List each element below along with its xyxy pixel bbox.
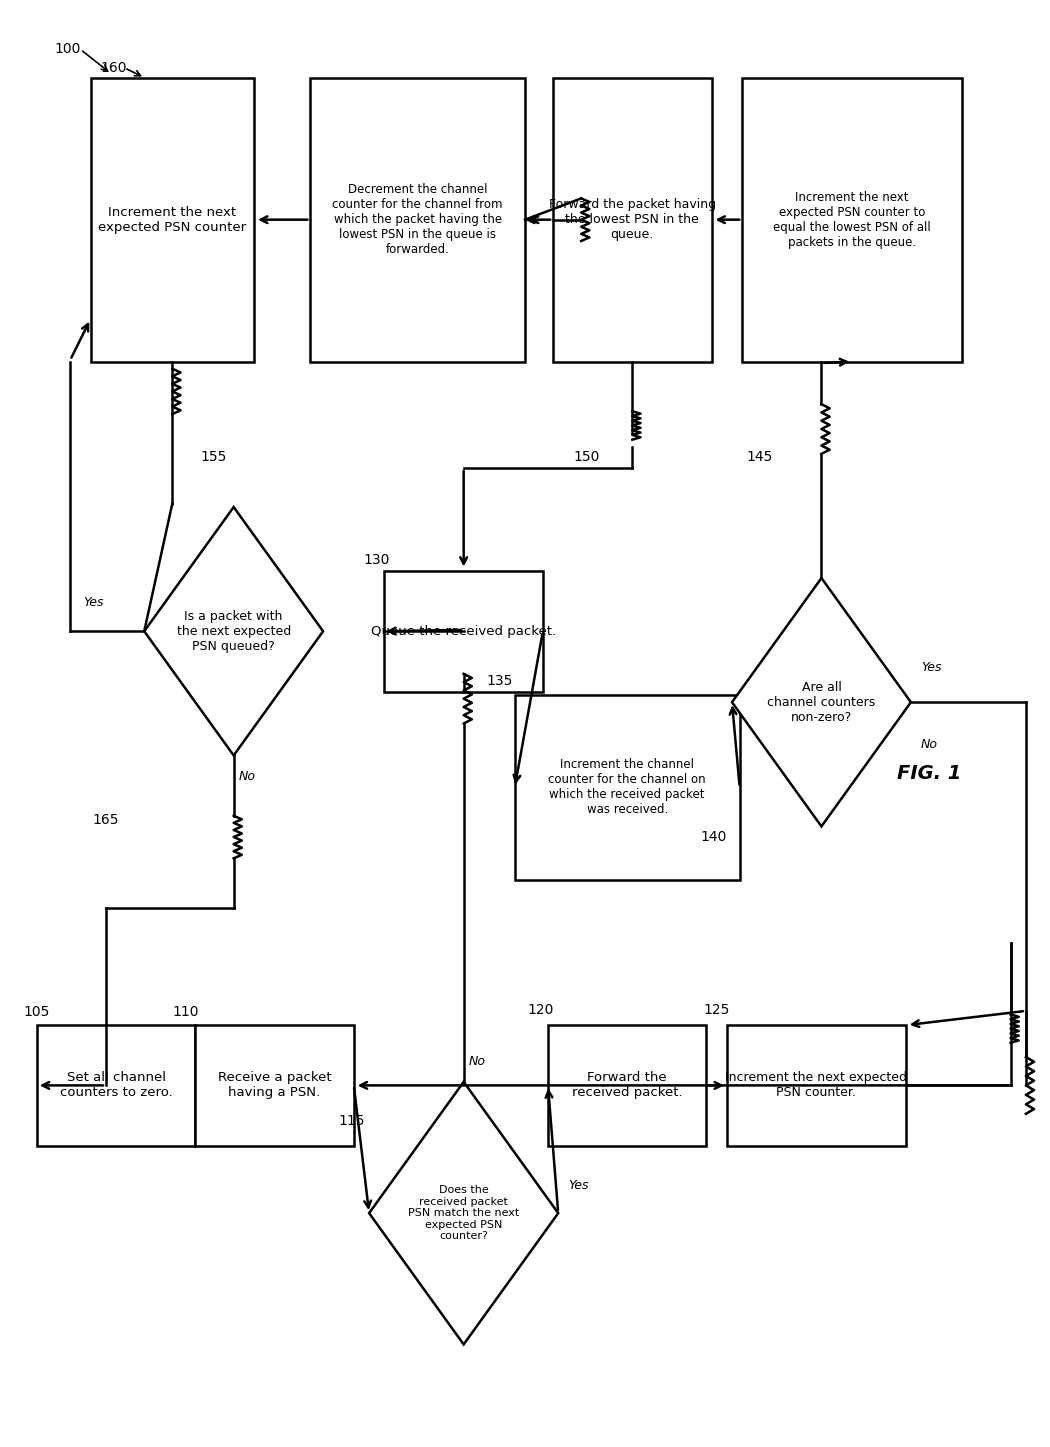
Polygon shape [144, 506, 323, 755]
Text: Increment the next
expected PSN counter: Increment the next expected PSN counter [99, 205, 247, 233]
Text: 140: 140 [701, 831, 728, 844]
Text: 165: 165 [92, 813, 119, 828]
Text: Queue the received packet.: Queue the received packet. [371, 625, 556, 638]
Text: Are all
channel counters
non-zero?: Are all channel counters non-zero? [768, 680, 876, 724]
Text: 115: 115 [338, 1114, 364, 1127]
Text: 160: 160 [101, 61, 127, 75]
FancyBboxPatch shape [311, 78, 525, 362]
Polygon shape [370, 1082, 559, 1344]
Text: 135: 135 [486, 674, 512, 687]
Text: Yes: Yes [83, 596, 103, 609]
Text: 145: 145 [747, 450, 773, 463]
FancyBboxPatch shape [727, 1024, 906, 1146]
Text: 130: 130 [363, 553, 390, 567]
Text: Increment the next expected
PSN counter.: Increment the next expected PSN counter. [726, 1071, 907, 1100]
Text: 105: 105 [23, 1004, 49, 1019]
Text: Increment the next
expected PSN counter to
equal the lowest PSN of all
packets i: Increment the next expected PSN counter … [773, 191, 931, 249]
Text: 100: 100 [55, 42, 81, 56]
Text: No: No [921, 738, 938, 751]
Text: Yes: Yes [568, 1179, 589, 1192]
Text: No: No [468, 1055, 486, 1068]
Text: Forward the
received packet.: Forward the received packet. [572, 1071, 682, 1100]
Text: Forward the packet having
the lowest PSN in the
queue.: Forward the packet having the lowest PSN… [549, 198, 716, 242]
Text: 120: 120 [527, 1003, 553, 1017]
Text: 155: 155 [201, 450, 227, 463]
Text: No: No [238, 770, 256, 783]
FancyBboxPatch shape [90, 78, 254, 362]
FancyBboxPatch shape [384, 572, 543, 692]
FancyBboxPatch shape [195, 1024, 354, 1146]
FancyBboxPatch shape [742, 78, 962, 362]
Text: FIG. 1: FIG. 1 [897, 764, 961, 783]
Text: 125: 125 [702, 1003, 730, 1017]
Polygon shape [732, 577, 911, 826]
FancyBboxPatch shape [37, 1024, 195, 1146]
Text: 110: 110 [172, 1004, 198, 1019]
Text: Is a packet with
the next expected
PSN queued?: Is a packet with the next expected PSN q… [176, 609, 291, 653]
Text: Does the
received packet
PSN match the next
expected PSN
counter?: Does the received packet PSN match the n… [408, 1185, 520, 1242]
Text: Set all channel
counters to zero.: Set all channel counters to zero. [60, 1071, 172, 1100]
Text: Yes: Yes [921, 661, 942, 674]
FancyBboxPatch shape [548, 1024, 707, 1146]
FancyBboxPatch shape [553, 78, 712, 362]
FancyBboxPatch shape [514, 695, 739, 880]
Text: Increment the channel
counter for the channel on
which the received packet
was r: Increment the channel counter for the ch… [548, 758, 706, 816]
Text: Decrement the channel
counter for the channel from
which the packet having the
l: Decrement the channel counter for the ch… [333, 184, 503, 256]
Text: Receive a packet
having a PSN.: Receive a packet having a PSN. [217, 1071, 332, 1100]
Text: 150: 150 [573, 450, 600, 463]
